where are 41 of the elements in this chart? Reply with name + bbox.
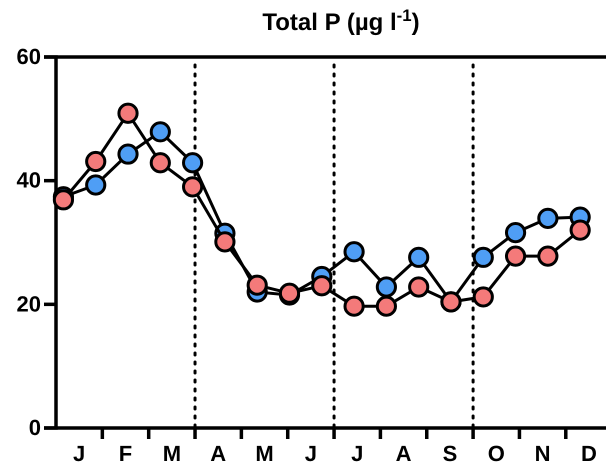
point	[214, 231, 236, 252]
point	[150, 152, 171, 174]
point	[117, 102, 139, 124]
text: J	[351, 441, 364, 466]
point	[246, 274, 268, 296]
point	[85, 150, 106, 172]
point	[504, 222, 526, 244]
point	[150, 121, 171, 142]
text: A	[210, 441, 226, 466]
text: N	[534, 441, 551, 466]
point	[182, 152, 204, 174]
point	[85, 174, 106, 196]
text: M	[162, 441, 182, 466]
point	[408, 276, 430, 298]
point	[537, 208, 558, 229]
point	[182, 176, 204, 198]
text: S	[442, 441, 458, 466]
text: F	[118, 441, 132, 466]
text: J	[304, 441, 318, 466]
point	[504, 246, 526, 267]
point	[376, 276, 397, 298]
text: O	[488, 441, 505, 466]
point	[537, 246, 558, 267]
point	[472, 246, 494, 268]
y-tick-label: 20	[16, 291, 41, 316]
text: A	[396, 441, 412, 466]
point	[117, 144, 139, 165]
point	[343, 296, 365, 317]
point	[472, 286, 494, 308]
point	[570, 220, 591, 241]
chart-title: Total P (µg l$^{-1}$)	[262, 6, 420, 36]
y-tick-label: 60	[16, 44, 41, 70]
point	[343, 241, 365, 262]
text: J	[73, 441, 86, 466]
point	[376, 296, 397, 317]
point	[408, 246, 430, 268]
y-tick-label: 0	[28, 415, 41, 440]
point	[311, 275, 332, 296]
text: D	[581, 441, 597, 466]
text: M	[255, 441, 274, 466]
y-tick-label: 40	[16, 168, 41, 193]
